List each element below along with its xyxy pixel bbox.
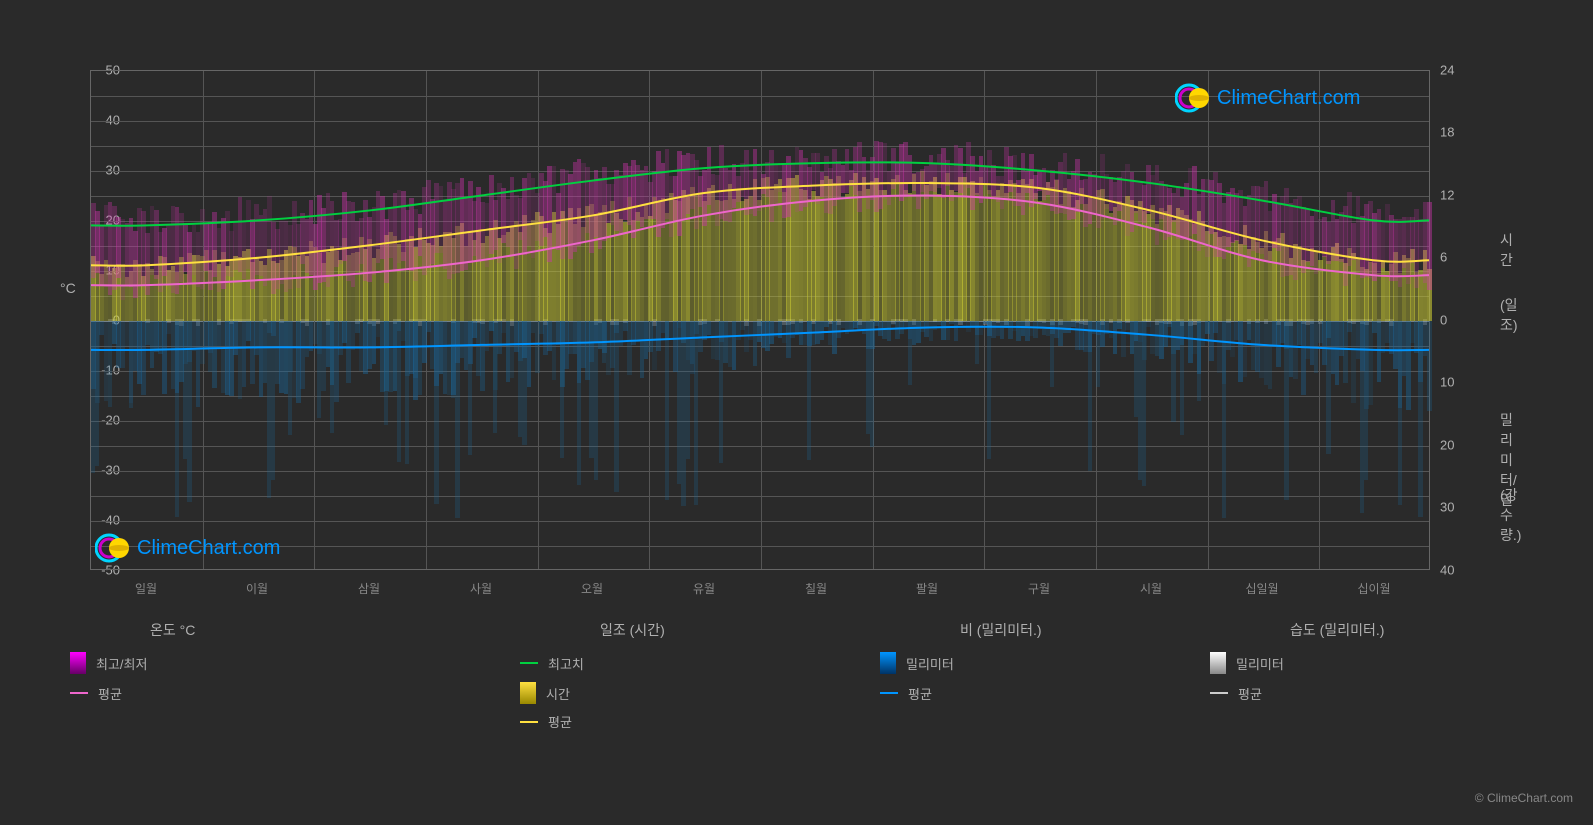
climate-chart: °C 시간 (일조) 밀리미터/일 (강수량.) 50 40 30 20 10 … (60, 60, 1470, 580)
swatch-magenta-block (70, 652, 86, 674)
swatch-white-block (1210, 652, 1226, 674)
legend-col-3: 비 (밀리미터.) (960, 620, 1210, 640)
swatch-blue-block (880, 652, 896, 674)
y-right-tick: 24 (1440, 63, 1480, 78)
legend-label: 시간 (546, 684, 570, 703)
watermark-text: ClimeChart.com (1217, 87, 1360, 110)
legend-header: 온도 °C 일조 (시간) 비 (밀리미터.) 습도 (밀리미터.) (70, 620, 1520, 640)
x-month: 팔월 (916, 580, 938, 597)
legend-col-1: 온도 °C (150, 620, 520, 640)
watermark-bottom-left: ClimeChart.com (95, 530, 280, 566)
copyright-text: © ClimeChart.com (1475, 791, 1573, 805)
y-right-tick: 10 (1440, 375, 1480, 390)
x-month: 이월 (246, 580, 268, 597)
right-axis-unit-top2: (일조) (1500, 295, 1518, 335)
max-temp-line (91, 162, 1429, 225)
legend-label: 평균 (908, 684, 932, 703)
watermark-top-right: ClimeChart.com (1175, 80, 1360, 116)
legend-col-2: 일조 (시간) (600, 620, 880, 640)
legend-label: 최고/최저 (96, 654, 147, 673)
legend: 온도 °C 일조 (시간) 비 (밀리미터.) 습도 (밀리미터.) 최고/최저… (70, 620, 1520, 739)
legend-label: 밀리미터 (906, 654, 954, 673)
swatch-yellow-block (520, 682, 536, 704)
legend-label: 밀리미터 (1236, 654, 1284, 673)
x-month: 시월 (1140, 580, 1162, 597)
y-right-tick: 12 (1440, 188, 1480, 203)
right-axis-unit-bot2: (강수량.) (1500, 485, 1521, 545)
x-month: 오월 (581, 580, 603, 597)
swatch-gray-line (1210, 692, 1228, 694)
legend-label: 평균 (548, 712, 572, 731)
x-month: 유월 (693, 580, 715, 597)
x-month: 십이월 (1357, 580, 1390, 597)
y-right-tick: 20 (1440, 438, 1480, 453)
swatch-blue-line (880, 692, 898, 694)
y-right-tick: 18 (1440, 125, 1480, 140)
x-month: 사월 (470, 580, 492, 597)
x-month: 구월 (1028, 580, 1050, 597)
y-right-tick: 40 (1440, 563, 1480, 578)
legend-row: 평균 (70, 712, 1520, 731)
min-temp-line (91, 195, 1429, 285)
legend-row: 최고/최저 최고치 밀리미터 밀리미터 (70, 652, 1520, 674)
logo-icon (95, 530, 131, 566)
legend-label: 평균 (1238, 684, 1262, 703)
plot-area (90, 70, 1430, 570)
x-month: 일월 (135, 580, 157, 597)
right-axis-unit-top1: 시간 (1500, 230, 1513, 270)
x-month: 십일월 (1245, 580, 1278, 597)
y-right-tick: 0 (1440, 313, 1480, 328)
x-month: 삼월 (358, 580, 380, 597)
legend-label: 최고치 (548, 654, 584, 673)
swatch-yellow-line (520, 721, 538, 723)
y-right-tick: 30 (1440, 500, 1480, 515)
legend-row: 평균 시간 평균 평균 (70, 682, 1520, 704)
x-month: 칠월 (805, 580, 827, 597)
legend-label: 평균 (98, 684, 122, 703)
trend-lines (91, 71, 1429, 569)
precip-line (91, 327, 1429, 351)
swatch-green-line (520, 662, 538, 664)
y-right-tick: 6 (1440, 250, 1480, 265)
left-axis-title: °C (60, 280, 76, 296)
watermark-text: ClimeChart.com (137, 537, 280, 560)
logo-icon (1175, 80, 1211, 116)
legend-col-4: 습도 (밀리미터.) (1290, 620, 1384, 640)
swatch-magenta-line (70, 692, 88, 694)
